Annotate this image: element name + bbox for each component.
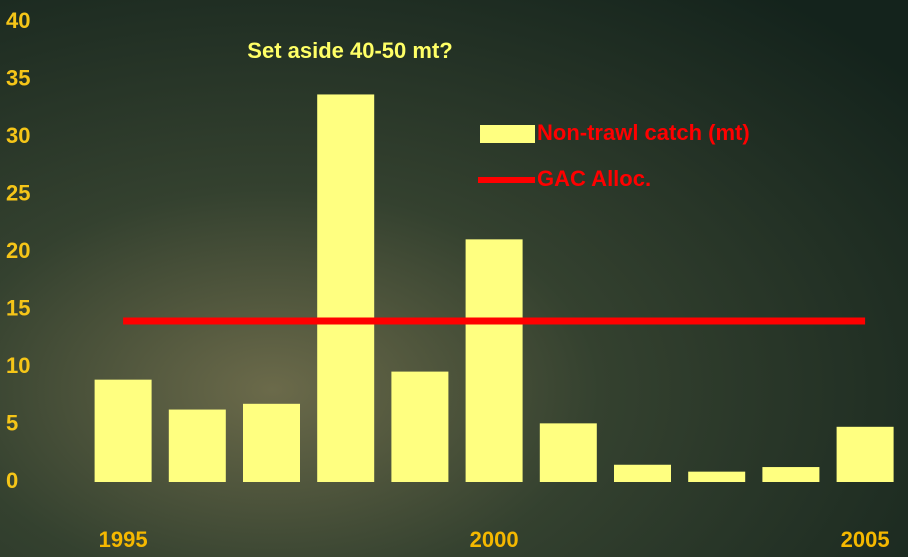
- y-tick-label: 35: [6, 65, 30, 90]
- bar: [614, 464, 671, 482]
- x-tick-label: 2005: [841, 527, 890, 552]
- bar: [317, 94, 375, 482]
- legend-label: Non-trawl catch (mt): [537, 120, 750, 145]
- y-tick-label: 0: [6, 468, 18, 493]
- legend-label: GAC Alloc.: [537, 166, 651, 191]
- chart-title: Set aside 40-50 mt?: [247, 38, 452, 63]
- y-tick-label: 10: [6, 353, 30, 378]
- legend-swatch: [480, 125, 535, 143]
- y-tick-label: 40: [6, 8, 30, 33]
- y-tick-label: 15: [6, 295, 30, 320]
- x-tick-label: 2000: [470, 527, 519, 552]
- x-tick-label: 1995: [99, 527, 148, 552]
- y-tick-label: 20: [6, 238, 30, 263]
- bar: [688, 471, 746, 482]
- bar: [168, 409, 226, 482]
- bar: [836, 426, 894, 482]
- y-tick-label: 25: [6, 180, 30, 205]
- bar: [762, 467, 820, 482]
- bar: [391, 371, 449, 482]
- y-tick-label: 5: [6, 410, 18, 435]
- y-tick-label: 30: [6, 123, 30, 148]
- bar: [94, 379, 152, 482]
- bar: [243, 403, 300, 482]
- bar: [539, 423, 597, 482]
- bar: [465, 239, 523, 482]
